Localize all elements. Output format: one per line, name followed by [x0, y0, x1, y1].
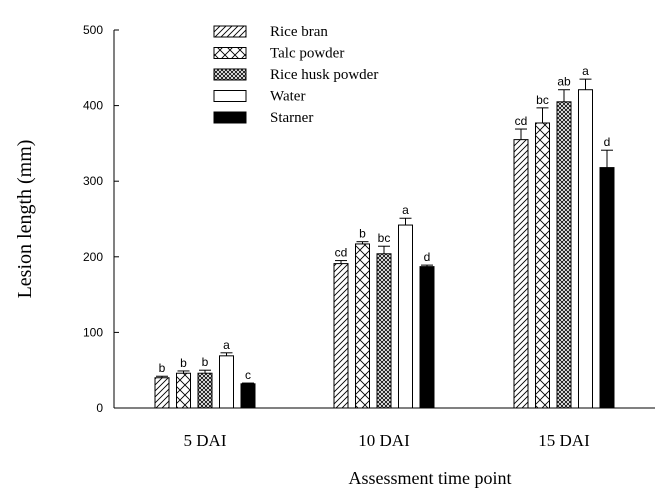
significance-letter: b — [180, 356, 187, 370]
significance-letter: b — [202, 355, 209, 369]
bar — [556, 101, 572, 409]
legend-label: Starner — [270, 110, 313, 126]
legend-label: Water — [270, 89, 305, 105]
legend-swatch — [213, 111, 247, 124]
category-label: 10 DAI — [358, 431, 410, 450]
y-tick-label: 500 — [83, 23, 103, 37]
y-tick-label: 300 — [83, 174, 103, 188]
bar — [240, 383, 256, 409]
bar — [219, 355, 234, 409]
significance-letter: d — [424, 250, 431, 264]
legend-swatch — [213, 68, 247, 81]
x-axis-title: Assessment time point — [349, 468, 512, 488]
significance-letter: a — [582, 64, 589, 78]
bar — [197, 372, 213, 409]
bar — [398, 224, 413, 409]
y-tick-label: 200 — [83, 250, 103, 264]
significance-letter: ab — [557, 75, 571, 89]
significance-letter: cd — [335, 246, 348, 260]
significance-letter: bc — [536, 93, 549, 107]
category-label: 5 DAI — [184, 431, 227, 450]
significance-letter: c — [245, 368, 251, 382]
legend-label: Rice husk powder — [270, 67, 378, 83]
y-axis-ticks: 0 100 200 300 400 500 — [83, 23, 119, 415]
x-axis-category-labels: 5 DAI 10 DAI 15 DAI — [184, 431, 591, 450]
significance-letter: b — [159, 361, 166, 375]
bar — [599, 167, 615, 409]
legend-swatch — [213, 47, 247, 59]
significance-letter: a — [402, 203, 409, 217]
bar — [333, 263, 349, 409]
bar — [176, 372, 191, 409]
y-tick-label: 0 — [96, 401, 103, 415]
y-axis-title: Lesion length (mm) — [14, 140, 36, 299]
significance-letter: a — [223, 338, 230, 352]
significance-letter: b — [359, 227, 366, 241]
legend-label: Rice bran — [270, 24, 328, 40]
bar — [355, 243, 370, 409]
significance-letter: bc — [378, 231, 391, 245]
legend: Rice bran Talc powder Rice husk powder Wate… — [213, 24, 378, 126]
legend-swatch — [213, 90, 247, 102]
legend-swatch — [213, 25, 247, 38]
bar — [535, 122, 550, 409]
category-label: 15 DAI — [538, 431, 590, 450]
significance-letter: d — [604, 135, 611, 149]
bar — [154, 377, 170, 409]
bar — [513, 139, 529, 409]
significance-letter: cd — [515, 114, 528, 128]
bar — [578, 89, 593, 409]
legend-label: Talc powder — [270, 46, 344, 62]
y-tick-label: 400 — [83, 99, 103, 113]
bar — [376, 253, 392, 409]
bar — [419, 266, 435, 409]
y-tick-label: 100 — [83, 325, 103, 339]
